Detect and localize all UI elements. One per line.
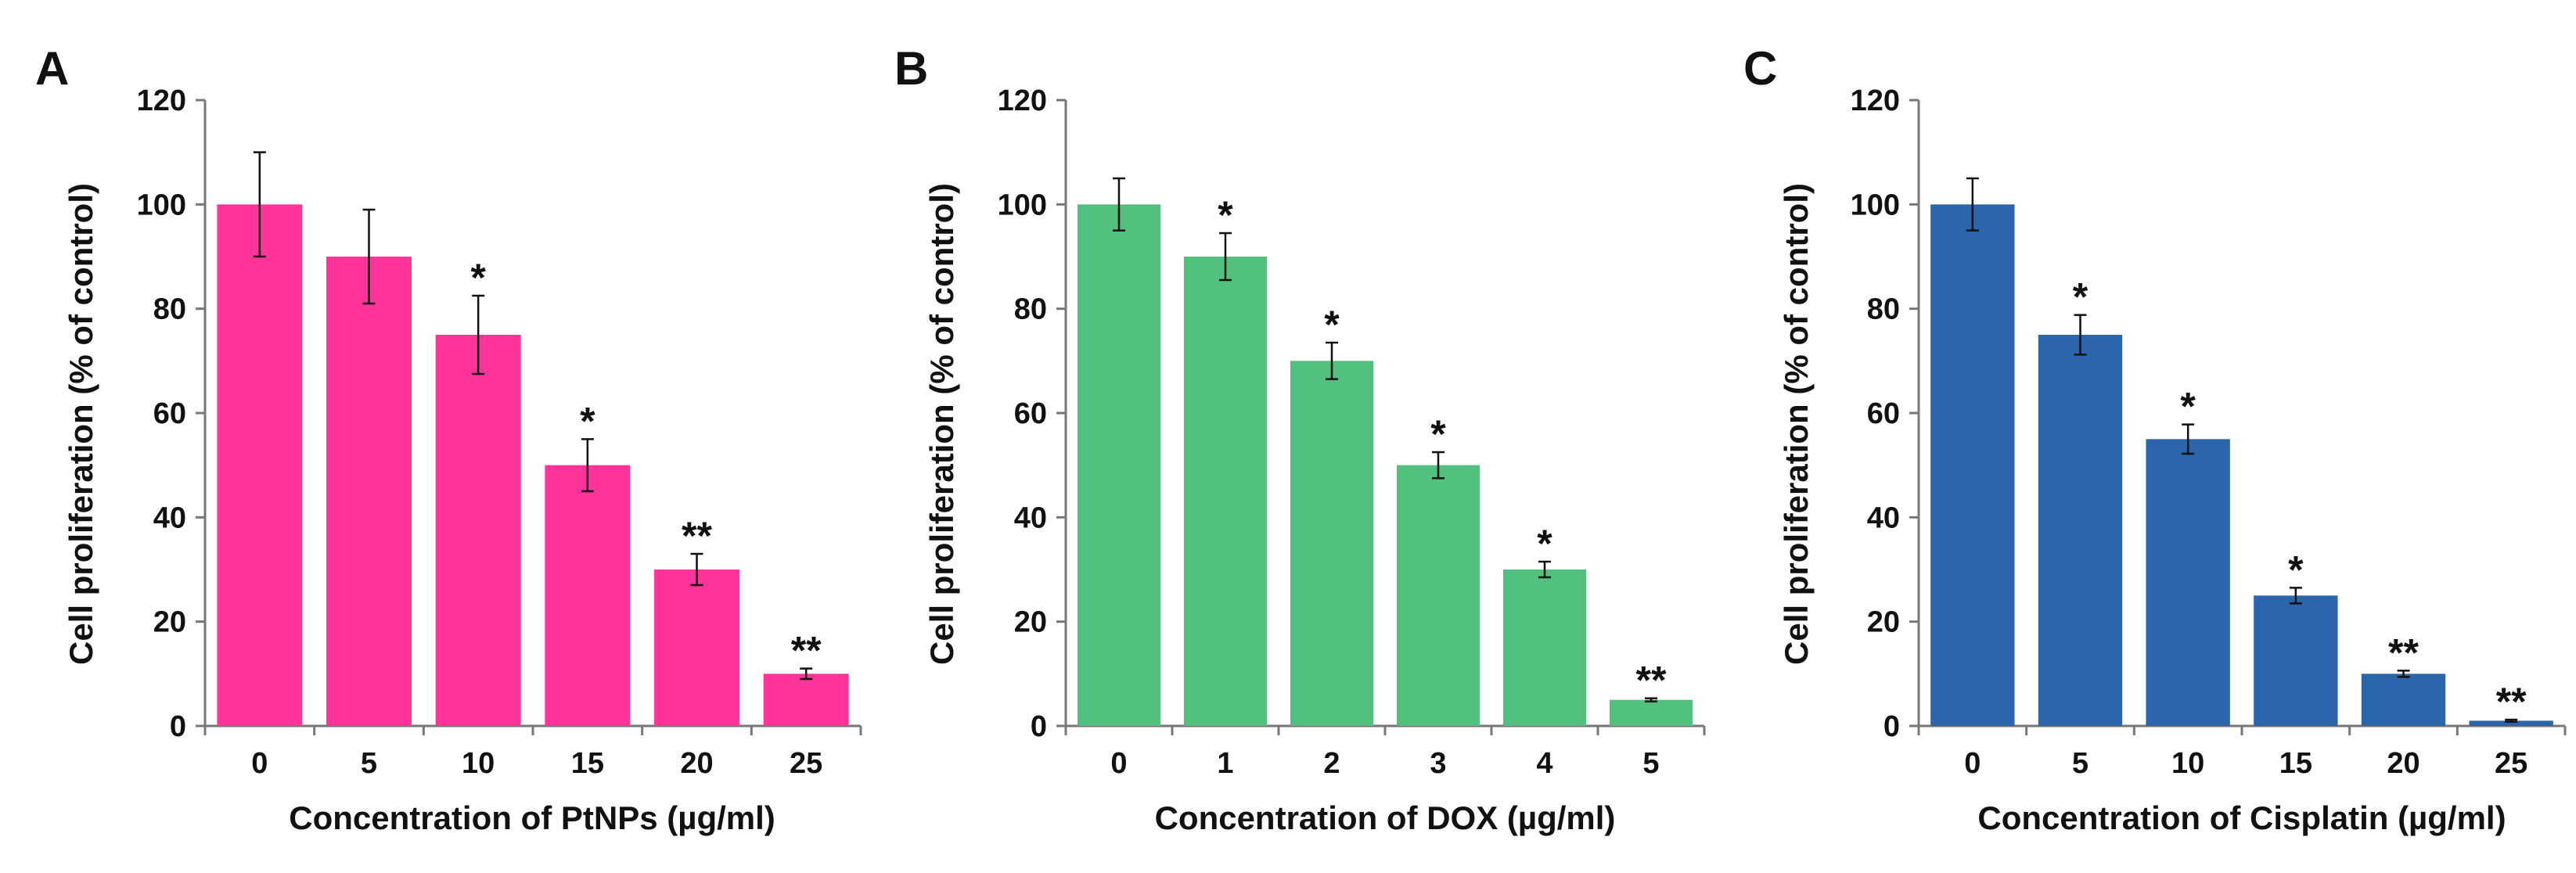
significance-label: ** bbox=[682, 514, 712, 558]
y-tick-label: 0 bbox=[1031, 710, 1047, 743]
significance-label: * bbox=[1430, 412, 1446, 456]
x-tick-label: 3 bbox=[1430, 747, 1446, 780]
y-tick-label: 20 bbox=[1867, 606, 1900, 639]
y-axis-title: Cell proliferation (% of control) bbox=[63, 183, 99, 665]
x-tick-label: 20 bbox=[680, 747, 713, 780]
bar bbox=[435, 335, 521, 726]
y-tick-label: 20 bbox=[1014, 606, 1047, 639]
x-tick-label: 5 bbox=[2072, 747, 2089, 780]
x-tick-label: 10 bbox=[462, 747, 495, 780]
bar bbox=[2038, 335, 2123, 726]
significance-label: ** bbox=[1636, 659, 1667, 702]
significance-label: * bbox=[1537, 522, 1552, 566]
bar bbox=[2361, 674, 2446, 726]
x-tick-label: 2 bbox=[1323, 747, 1340, 780]
x-tick-label: 5 bbox=[361, 747, 377, 780]
bar bbox=[1930, 204, 2015, 726]
panel-label: A bbox=[35, 42, 69, 95]
y-tick-label: 100 bbox=[137, 189, 186, 221]
y-tick-label: 40 bbox=[1867, 501, 1900, 534]
x-tick-label: 0 bbox=[1110, 747, 1127, 780]
panel-b: B Cell proliferation (% of control) Conc… bbox=[894, 42, 1706, 836]
y-axis-title: Cell proliferation (% of control) bbox=[1778, 183, 1815, 665]
bar bbox=[326, 257, 412, 726]
bar bbox=[2469, 720, 2553, 726]
y-tick-label: 100 bbox=[998, 189, 1047, 221]
y-tick-label: 60 bbox=[1014, 397, 1047, 430]
y-tick-label: 120 bbox=[1851, 84, 1900, 117]
x-axis-title: Concentration of PtNPs (µg/ml) bbox=[289, 799, 775, 836]
x-tick-label: 15 bbox=[571, 747, 604, 780]
y-tick-label: 80 bbox=[153, 293, 186, 326]
panel-label: C bbox=[1743, 42, 1777, 95]
y-axis-title: Cell proliferation (% of control) bbox=[923, 183, 960, 665]
x-tick-label: 0 bbox=[251, 747, 268, 780]
y-tick-label: 80 bbox=[1014, 293, 1047, 326]
bar bbox=[2254, 595, 2338, 726]
x-tick-label: 4 bbox=[1536, 747, 1552, 780]
bar bbox=[1502, 569, 1587, 726]
bar bbox=[1077, 204, 1161, 726]
bar bbox=[545, 465, 631, 726]
significance-label: * bbox=[2180, 385, 2196, 429]
panel-a: A Cell proliferation (% of control) Conc… bbox=[35, 42, 862, 836]
panel-c: C Cell proliferation (% of control) Conc… bbox=[1743, 42, 2567, 836]
x-tick-label: 1 bbox=[1217, 747, 1233, 780]
y-tick-label: 40 bbox=[1014, 501, 1047, 534]
bar-marks: 0 20 40 60 80 100 120 0 * 1 * 2 * 3 * 4 ** 5 bbox=[998, 84, 1706, 780]
y-tick-label: 0 bbox=[170, 710, 186, 743]
x-tick-label: 15 bbox=[2279, 747, 2312, 780]
x-tick-label: 10 bbox=[2171, 747, 2204, 780]
x-tick-label: 25 bbox=[790, 747, 822, 780]
y-tick-label: 120 bbox=[998, 84, 1047, 117]
bar bbox=[1183, 257, 1268, 726]
bar bbox=[1290, 361, 1374, 726]
significance-label: * bbox=[2073, 275, 2089, 319]
y-tick-label: 0 bbox=[1883, 710, 1900, 743]
y-tick-label: 60 bbox=[153, 397, 186, 430]
bar bbox=[654, 569, 739, 726]
y-tick-label: 120 bbox=[137, 84, 186, 117]
bar bbox=[2146, 439, 2230, 726]
bar-marks: 0 20 40 60 80 100 120 0 5 * 10 * 15 ** 20 ** 25 bbox=[137, 84, 862, 780]
significance-label: * bbox=[1218, 193, 1233, 237]
y-tick-label: 20 bbox=[153, 606, 186, 639]
significance-label: * bbox=[1324, 303, 1340, 347]
bar bbox=[1609, 699, 1693, 726]
x-tick-label: 20 bbox=[2387, 747, 2419, 780]
panel-label: B bbox=[894, 42, 928, 95]
significance-label: ** bbox=[2388, 630, 2419, 674]
x-tick-label: 25 bbox=[2495, 747, 2527, 780]
significance-label: ** bbox=[2496, 680, 2527, 724]
x-tick-label: 0 bbox=[1964, 747, 1981, 780]
y-tick-label: 80 bbox=[1867, 293, 1900, 326]
bar bbox=[763, 674, 849, 726]
x-tick-label: 5 bbox=[1642, 747, 1659, 780]
y-tick-label: 60 bbox=[1867, 397, 1900, 430]
significance-label: * bbox=[580, 399, 595, 443]
significance-label: * bbox=[2288, 548, 2304, 591]
y-tick-label: 40 bbox=[153, 501, 186, 534]
bar bbox=[1396, 465, 1480, 726]
significance-label: ** bbox=[791, 629, 822, 673]
bar-marks: 0 20 40 60 80 100 120 0 * 5 * 10 * 15 ** 20 ** 25 bbox=[1851, 84, 2567, 780]
y-tick-label: 100 bbox=[1851, 189, 1900, 221]
significance-label: * bbox=[470, 256, 486, 300]
bar bbox=[217, 204, 303, 726]
x-axis-title: Concentration of DOX (µg/ml) bbox=[1155, 799, 1616, 836]
x-axis-title: Concentration of Cisplatin (µg/ml) bbox=[1977, 799, 2506, 836]
